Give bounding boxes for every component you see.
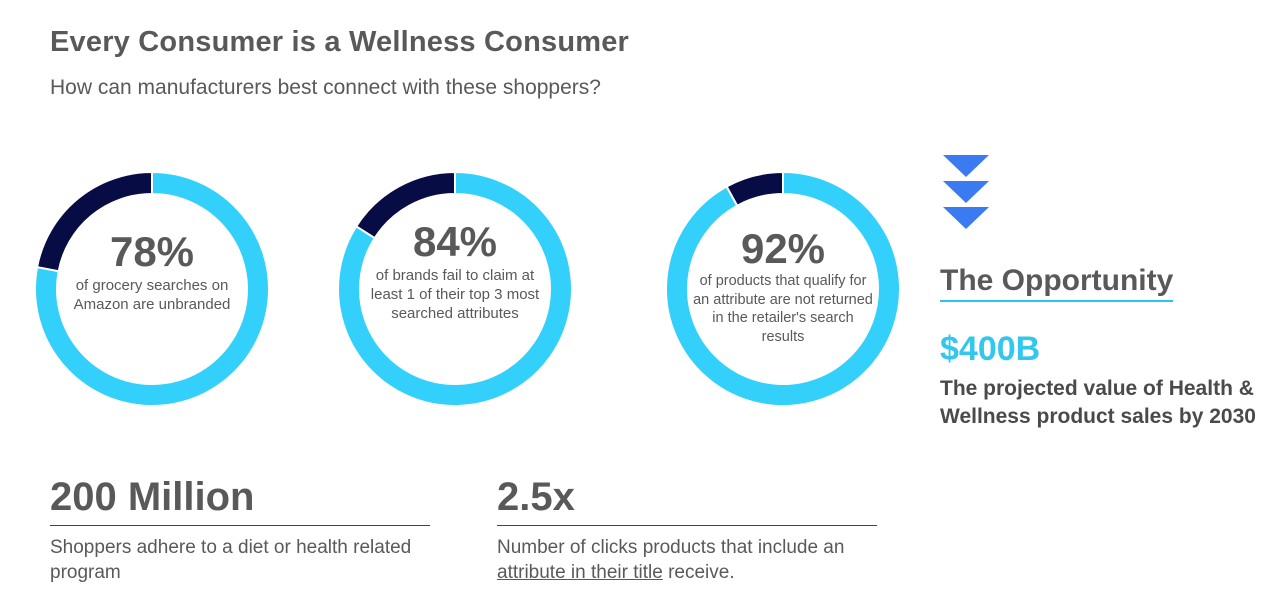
page-title: Every Consumer is a Wellness Consumer <box>50 26 630 58</box>
chevron-down-icon <box>943 207 989 229</box>
donut-slice-primary <box>34 171 270 407</box>
opportunity-value: $400B <box>940 330 1041 368</box>
stat-value: 2.5x <box>497 477 877 526</box>
stat-description-text-end: receive. <box>662 562 735 583</box>
donut-slice-secondary <box>35 171 153 273</box>
donut-ring <box>665 171 901 407</box>
stat-value: 200 Million <box>50 477 430 526</box>
stat-shoppers: 200 Million Shoppers adhere to a diet or… <box>50 477 430 585</box>
donut-slice-primary <box>665 171 901 407</box>
opportunity-description: The projected value of Health & Wellness… <box>940 377 1256 428</box>
donut-chart-grocery: 78% of grocery searches on Amazon are un… <box>34 171 270 407</box>
donut-slice-primary <box>337 171 573 407</box>
donut-value-label: 92% <box>740 225 826 272</box>
stat-clicks: 2.5x Number of clicks products that incl… <box>497 477 877 585</box>
donut-caption: of products that qualify for an attribut… <box>693 273 873 345</box>
donut-ring <box>34 171 270 407</box>
donut-caption: of brands fail to claim at least 1 of th… <box>370 267 540 322</box>
donut-slice-secondary <box>725 171 784 208</box>
stat-description-text: Number of clicks products that include a… <box>497 537 845 558</box>
chevron-down-stack-icon <box>943 155 989 229</box>
opportunity-heading: The Opportunity <box>940 264 1174 302</box>
stat-description-underlined: attribute in their title <box>497 562 663 583</box>
chevron-down-icon <box>943 181 989 203</box>
donut-ring <box>337 171 573 407</box>
donut-chart-products: 92% of products that qualify for an attr… <box>665 171 901 407</box>
donut-value-label: 78% <box>109 228 195 275</box>
stat-description: Shoppers adhere to a diet or health rela… <box>50 537 412 583</box>
donut-caption: of grocery searches on Amazon are unbran… <box>73 277 231 313</box>
stat-description: Number of clicks products that include a… <box>497 535 877 585</box>
donut-chart-brands: 84% of brands fail to claim at least 1 o… <box>337 171 573 407</box>
chevron-down-icon <box>943 155 989 177</box>
page-subtitle: How can manufacturers best connect with … <box>50 76 601 99</box>
donut-slice-secondary <box>354 171 456 240</box>
donut-value-label: 84% <box>412 218 498 265</box>
